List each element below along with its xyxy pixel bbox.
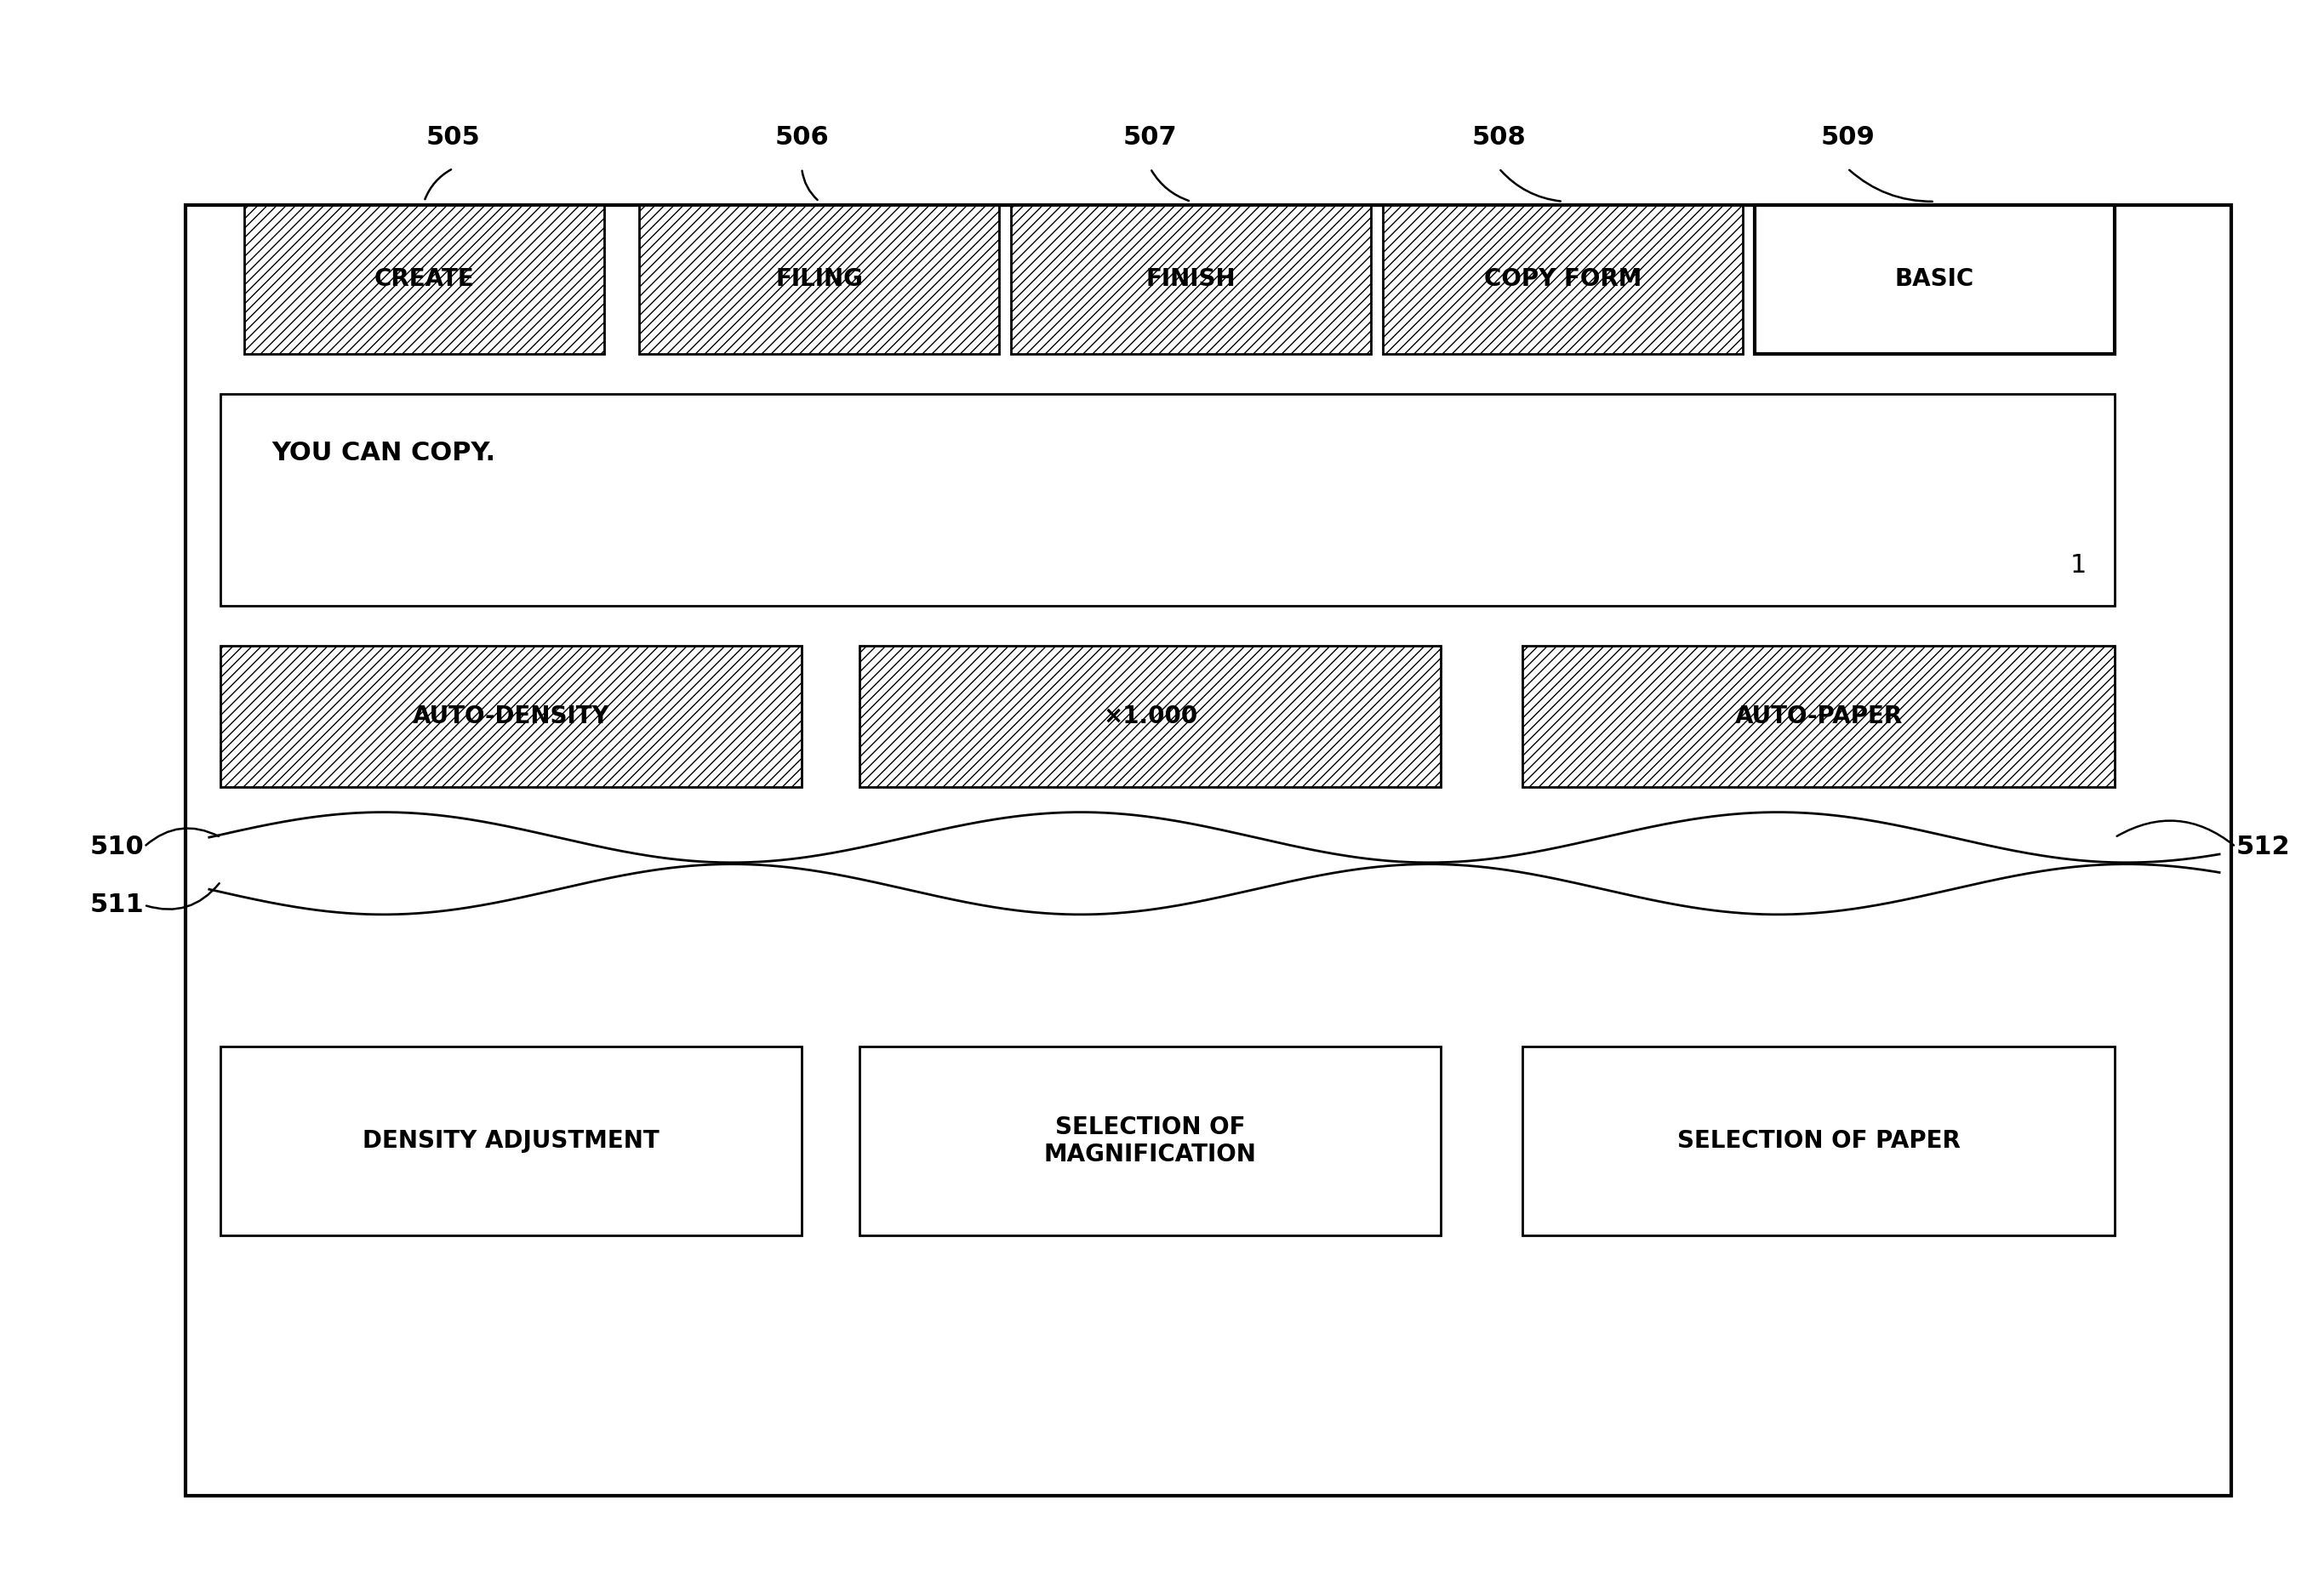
Text: 512: 512 [2236,834,2289,859]
Text: 505: 505 [425,124,481,150]
Text: 511: 511 [91,892,144,918]
Bar [1522,1047,2115,1236]
Text: FINISH: FINISH [1146,268,1236,291]
Text: 508: 508 [1471,124,1527,150]
Bar [186,205,2231,1495]
Text: FILING: FILING [776,268,862,291]
Bar [860,1047,1441,1236]
Text: YOU CAN COPY.: YOU CAN COPY. [272,441,495,466]
Text: 510: 510 [91,834,144,859]
Text: SELECTION OF PAPER: SELECTION OF PAPER [1678,1129,1959,1154]
Text: 509: 509 [1820,124,1875,150]
Text: DENSITY ADJUSTMENT: DENSITY ADJUSTMENT [363,1129,660,1154]
Bar [639,205,999,354]
Bar [1522,645,2115,787]
Text: SELECTION OF
MAGNIFICATION: SELECTION OF MAGNIFICATION [1043,1116,1257,1166]
Bar [221,645,802,787]
Bar [1383,205,1743,354]
Bar [1011,205,1371,354]
Text: CREATE: CREATE [374,268,474,291]
Text: AUTO-PAPER: AUTO-PAPER [1734,704,1903,729]
Text: 507: 507 [1122,124,1178,150]
Text: BASIC: BASIC [1894,268,1975,291]
Bar [1755,205,2115,354]
Text: ×1.000: ×1.000 [1104,704,1197,729]
Text: AUTO-DENSITY: AUTO-DENSITY [414,704,609,729]
Text: 1: 1 [2071,552,2087,578]
Bar [244,205,604,354]
Text: 506: 506 [774,124,830,150]
Bar [221,1047,802,1236]
Bar [860,645,1441,787]
Text: COPY FORM: COPY FORM [1485,268,1641,291]
Bar [221,394,2115,606]
